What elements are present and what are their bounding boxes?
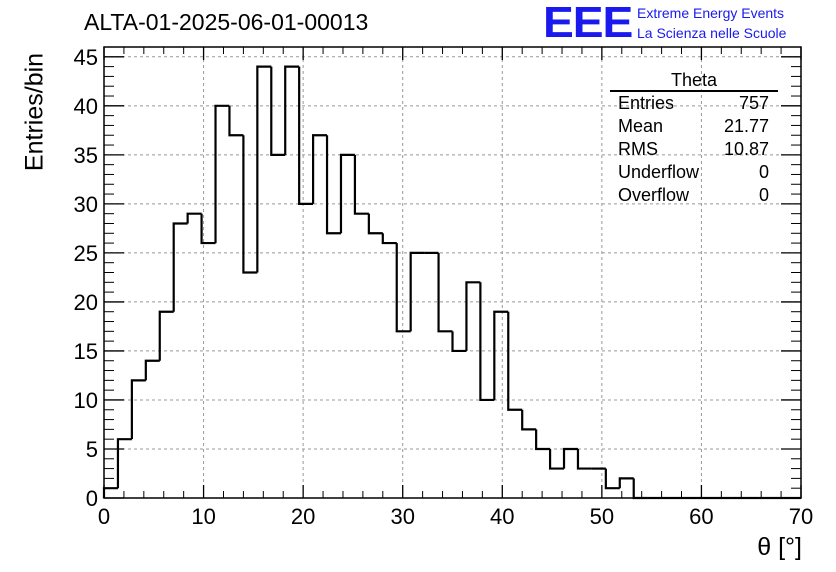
y-tick-label: 30 xyxy=(74,192,98,217)
histogram-bin xyxy=(130,379,146,440)
x-tick-label: 70 xyxy=(789,504,813,529)
stats-value: 0 xyxy=(758,162,769,182)
y-tick-label: 35 xyxy=(74,143,98,168)
tick-labels: 0 10 20 30 40 50 60 70 0 5 10 15 20 25 30 35 40 45 xyxy=(74,45,814,529)
histogram-bin xyxy=(618,477,634,489)
histogram-bin xyxy=(102,487,118,498)
histogram-bin xyxy=(507,311,523,411)
histogram-bin xyxy=(562,447,578,469)
y-tick-label: 0 xyxy=(86,486,98,511)
chart-title: ALTA-01-2025-06-01-00013 xyxy=(84,9,369,35)
histogram-bin xyxy=(521,409,537,431)
histogram-bin xyxy=(451,331,467,353)
y-tick-label: 25 xyxy=(74,241,98,266)
y-axis-label: Entries/bin xyxy=(20,52,49,172)
stats-label: Overflow xyxy=(618,185,690,205)
y-tick-label: 20 xyxy=(74,290,98,315)
x-tick-label: 0 xyxy=(98,504,110,529)
stats-value: 10.87 xyxy=(723,139,769,159)
histogram-bin xyxy=(632,478,648,500)
x-tick-label: 60 xyxy=(689,504,713,529)
x-tick-label: 40 xyxy=(490,504,514,529)
histogram-bin xyxy=(535,429,551,451)
histogram-bin xyxy=(409,251,425,332)
logo-line-1: Extreme Energy Events xyxy=(637,5,785,21)
histogram-bin xyxy=(116,438,132,489)
x-tick-label: 10 xyxy=(191,504,215,529)
stats-label: RMS xyxy=(618,139,658,159)
histogram-bin xyxy=(493,310,509,400)
stats-label: Entries xyxy=(618,93,675,113)
x-tick-label: 50 xyxy=(590,504,614,529)
histogram-bin xyxy=(381,233,397,245)
y-tick-label: 5 xyxy=(86,437,98,462)
stats-row-rms: RMS 10.87 xyxy=(610,138,778,161)
histogram-bin xyxy=(353,154,369,215)
histogram-bin xyxy=(395,243,411,333)
histogram-bin xyxy=(465,281,481,351)
stats-label: Mean xyxy=(618,116,664,136)
x-axis-label: θ [°] xyxy=(757,533,802,561)
histogram-bin xyxy=(186,212,202,224)
x-tick-label: 30 xyxy=(390,504,414,529)
histogram-bin xyxy=(548,448,565,470)
histogram-bin xyxy=(256,65,272,273)
grid-lines xyxy=(104,47,801,498)
histogram-bin xyxy=(242,135,258,274)
x-tick-label: 20 xyxy=(291,504,315,529)
histogram-bin xyxy=(284,65,300,155)
stats-value: 21.77 xyxy=(723,116,769,136)
histogram-bin xyxy=(144,359,160,381)
histogram-bars xyxy=(102,65,801,500)
stats-row-underflow: Underflow 0 xyxy=(610,161,778,184)
histogram-bin xyxy=(270,66,286,156)
stats-row-mean: Mean 21.77 xyxy=(610,115,778,138)
histogram-bin xyxy=(437,252,453,333)
histogram-bin xyxy=(214,104,230,244)
stats-value: 757 xyxy=(738,93,769,113)
histogram-bin xyxy=(200,213,216,245)
histogram-bin xyxy=(158,310,174,361)
histogram-bin xyxy=(312,134,328,204)
histogram-bin xyxy=(298,66,314,205)
histogram-bin xyxy=(228,105,244,137)
histogram-bin xyxy=(325,135,341,235)
eee-logo: EEE xyxy=(543,0,633,47)
stats-label: Underflow xyxy=(618,162,700,182)
histogram-bin xyxy=(339,153,355,234)
histogram-bin xyxy=(172,222,188,312)
y-tick-label: 10 xyxy=(74,388,98,413)
stats-value: 0 xyxy=(758,185,769,205)
y-tick-label: 45 xyxy=(74,45,98,70)
logo-caption: Extreme Energy Events La Scienza nelle S… xyxy=(637,3,786,43)
histogram-bin xyxy=(367,213,383,235)
stats-row-entries: Entries 757 xyxy=(610,92,778,115)
histogram-bin xyxy=(576,448,592,470)
axis-ticks xyxy=(103,46,802,499)
histogram-bin xyxy=(604,468,620,490)
plot-frame xyxy=(103,46,802,499)
logo-line-2: La Scienza nelle Scuole xyxy=(637,25,787,41)
histogram-bin xyxy=(479,282,495,402)
stats-title: Theta xyxy=(610,70,778,92)
stats-row-overflow: Overflow 0 xyxy=(610,184,778,207)
y-tick-label: 15 xyxy=(74,339,98,364)
y-tick-label: 40 xyxy=(74,94,98,119)
stats-box: Theta Entries 757 Mean 21.77 RMS 10.87 U… xyxy=(610,70,778,207)
